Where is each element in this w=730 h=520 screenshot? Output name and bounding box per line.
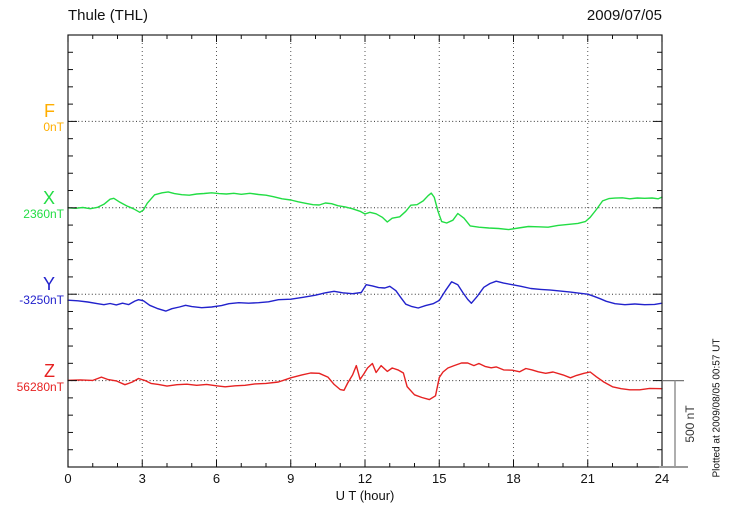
scale-bar-label: 500 nT [683, 405, 697, 443]
channel-letter-x: X [42, 187, 55, 208]
channel-letter-z: Z [44, 360, 55, 381]
channel-baseline-z: 56280nT [16, 379, 64, 394]
x-tick-label: 6 [212, 471, 221, 486]
x-tick-label: 12 [357, 471, 373, 486]
channel-label-f: F 0nT [0, 101, 64, 135]
x-tick-label: 18 [506, 471, 521, 486]
x-tick-label: 3 [138, 471, 146, 486]
plot-date: 2009/07/05 [586, 7, 662, 24]
x-tick-label: 15 [432, 471, 447, 486]
channel-label-z: Z 56280nT [0, 360, 64, 395]
channel-baseline-x: 2360nT [23, 206, 64, 221]
x-axis-label: U T (hour) [335, 488, 395, 503]
channel-baseline-f: 0nT [43, 120, 64, 135]
channel-baseline-y: -3250nT [19, 293, 64, 308]
x-tick-label: 21 [580, 471, 595, 486]
plotted-at-note: Plotted at 2009/08/05 00:57 UT [711, 338, 723, 478]
x-tick-label: 9 [287, 471, 295, 486]
channel-letter-y: Y [42, 274, 55, 295]
x-tick-labels: 0 3 6 9 12 15 18 21 24 [0, 471, 730, 487]
x-tick-label: 0 [64, 471, 72, 486]
channel-label-x: X 2360nT [0, 187, 64, 222]
station-title: Thule (THL) [68, 7, 149, 24]
channel-label-y: Y -3250nT [0, 274, 64, 308]
x-tick-label: 24 [654, 471, 670, 486]
channel-letter-f: F [44, 101, 55, 122]
